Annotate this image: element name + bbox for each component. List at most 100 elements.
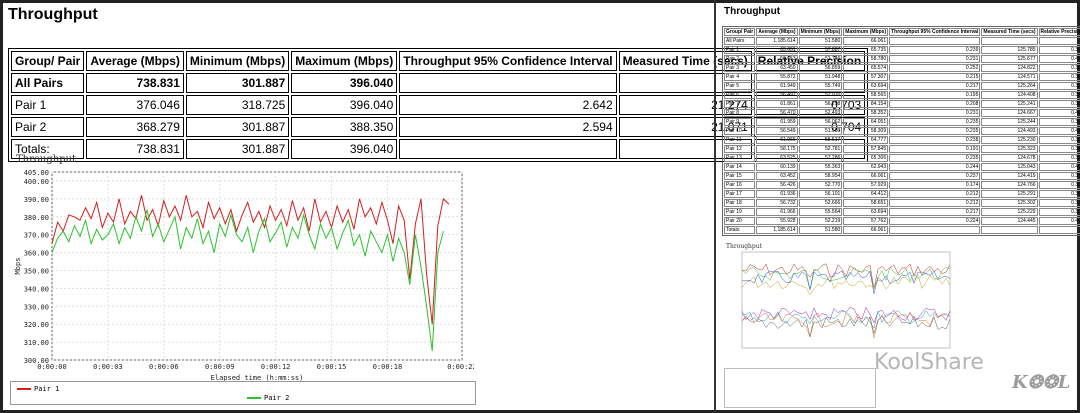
table-cell: 0.174 [889,181,981,189]
legend-label: Pair 2 [264,394,290,402]
column-header: Measured Time (secs) [981,28,1038,36]
table-cell: 0.231 [889,55,981,63]
table-row: Pair 1 376.046 318.725 396.040 2.642 21.274 0.… [11,95,866,115]
table-cell: 301.887 [185,117,290,137]
table-cell: Totals: [11,139,85,159]
x-tick-label: 0:00:22 [447,363,474,371]
page-title: Throughput [724,6,781,17]
table-cell: 58.954 [798,172,843,180]
column-header: Average (Mbps) [756,28,798,36]
table-cell: Pair 16 [724,181,756,189]
table-cell: 124.678 [981,154,1038,162]
table-row: Pair 17 61.936 56.101 64.412 0.212 125.291 0.3… [724,190,1080,198]
x-tick-label: 0:00:18 [373,363,403,371]
table-cell [399,73,617,93]
table-row: All Pairs 1,185.614 51.580 66.061 [724,37,1080,45]
table-row: Pair 18 56.732 52.666 58.651 0.212 125.302 0.3… [724,199,1080,207]
table-cell: 52.219 [798,217,843,225]
table-cell [889,37,981,45]
table-cell: 0.383 [1038,136,1080,144]
table-row: Pair 11 61.966 55.517 64.777 0.238 125.230 0.3… [724,136,1080,144]
table-row: All Pairs 738.831 301.887 396.040 [11,73,866,93]
table-row: Totals: 1,185.614 51.580 66.061 [724,226,1080,234]
mini-chart-lines [741,263,951,339]
table-cell: 0.374 [1038,199,1080,207]
table-row: Pair 561.94955.74963.6940.217125.2640.35… [724,82,1080,90]
table-cell: 0.215 [889,73,981,81]
series-line-1 [51,195,450,325]
table-cell [399,139,617,159]
table-cell: 301.887 [185,73,290,93]
table-cell: Pair 9 [724,118,756,126]
table-cell: 0.410 [1038,109,1080,117]
column-header: Maximum (Mbps) [843,28,889,36]
table-cell: 61.959 [756,118,798,126]
table-row: Pair 163.60157.88765.7350.239125.7850.37… [724,46,1080,54]
table-cell: 64.412 [843,190,889,198]
table-cell: 125.241 [981,100,1038,108]
table-cell: 0.416 [1038,127,1080,135]
y-tick-label: 310.00 [24,339,49,347]
table-cell: 61.936 [756,190,798,198]
table-cell: 125.302 [981,199,1038,207]
table-cell: 124.419 [981,172,1038,180]
table-cell: 0.408 [1038,55,1080,63]
y-tick-label: 405.00 [24,169,49,177]
table-cell: 388.350 [291,117,398,137]
mini-series-line [741,263,951,289]
table-row: Totals: 738.831 301.887 396.040 [11,139,866,159]
table-header-row: Group/ Pair Average (Mbps) Minimum (Mbps) M… [724,28,1080,36]
table-cell: 125.323 [981,145,1038,153]
table-cell: 0.217 [889,82,981,90]
table-cell: Pair 2 [724,55,756,63]
column-header: Minimum (Mbps) [798,28,843,36]
mini-chart-legend [724,368,876,408]
table-cell: 62.943 [843,163,889,171]
panel-divider [714,0,716,413]
table-cell: Pair 1 [11,95,85,115]
mini-series-line [741,315,951,337]
table-cell: 2.594 [399,117,617,137]
table-cell: 125.785 [981,46,1038,54]
table-cell: 1,185.614 [756,37,798,45]
table-cell: Pair 12 [724,145,756,153]
table-cell: 0.195 [889,91,981,99]
table-cell: 125.043 [981,163,1038,171]
table-cell: 738.831 [86,139,184,159]
table-cell: 55.872 [756,73,798,81]
legend-swatch [247,397,261,399]
mini-throughput-chart: Throughput [724,240,956,363]
table-cell: 396.040 [291,73,398,93]
column-header: Throughput 95% Confidence Interval [889,28,981,36]
watermark-logo: K❂❂L [1012,372,1071,393]
table-cell: 0.342 [1038,190,1080,198]
table-cell [1038,37,1080,45]
mini-series-line [741,270,951,294]
table-cell [981,226,1038,234]
table-cell: 56.062 [798,118,843,126]
table-cell: 52.493 [798,109,843,117]
table-cell: 0.231 [889,109,981,117]
table-row: Pair 363.45056.85965.5740.252124.8220.39… [724,64,1080,72]
table-cell: 0.217 [889,208,981,216]
chart-legend: Pair 1 Pair 2 [10,381,476,405]
table-cell: 51.948 [798,73,843,81]
table-cell: 55.564 [798,208,843,216]
table-row: Pair 256.65351.74658.7800.231125.6770.40… [724,55,1080,63]
table-cell: Pair 11 [724,136,756,144]
table-cell: Pair 7 [724,100,756,108]
table-cell: 396.040 [291,95,398,115]
table-cell: 58.565 [843,91,889,99]
table-cell: 63.525 [756,154,798,162]
table-cell: 58.651 [843,199,889,207]
table-cell: 84.154 [843,100,889,108]
table-cell: 368.279 [86,117,184,137]
column-header: Relative Precision [1038,28,1080,36]
legend-swatch [17,388,31,390]
table-cell: 0.384 [1038,73,1080,81]
legend-label: Pair 1 [34,385,60,393]
table-cell: Pair 14 [724,163,756,171]
table-cell: 56.549 [756,127,798,135]
table-cell: 125.230 [981,136,1038,144]
